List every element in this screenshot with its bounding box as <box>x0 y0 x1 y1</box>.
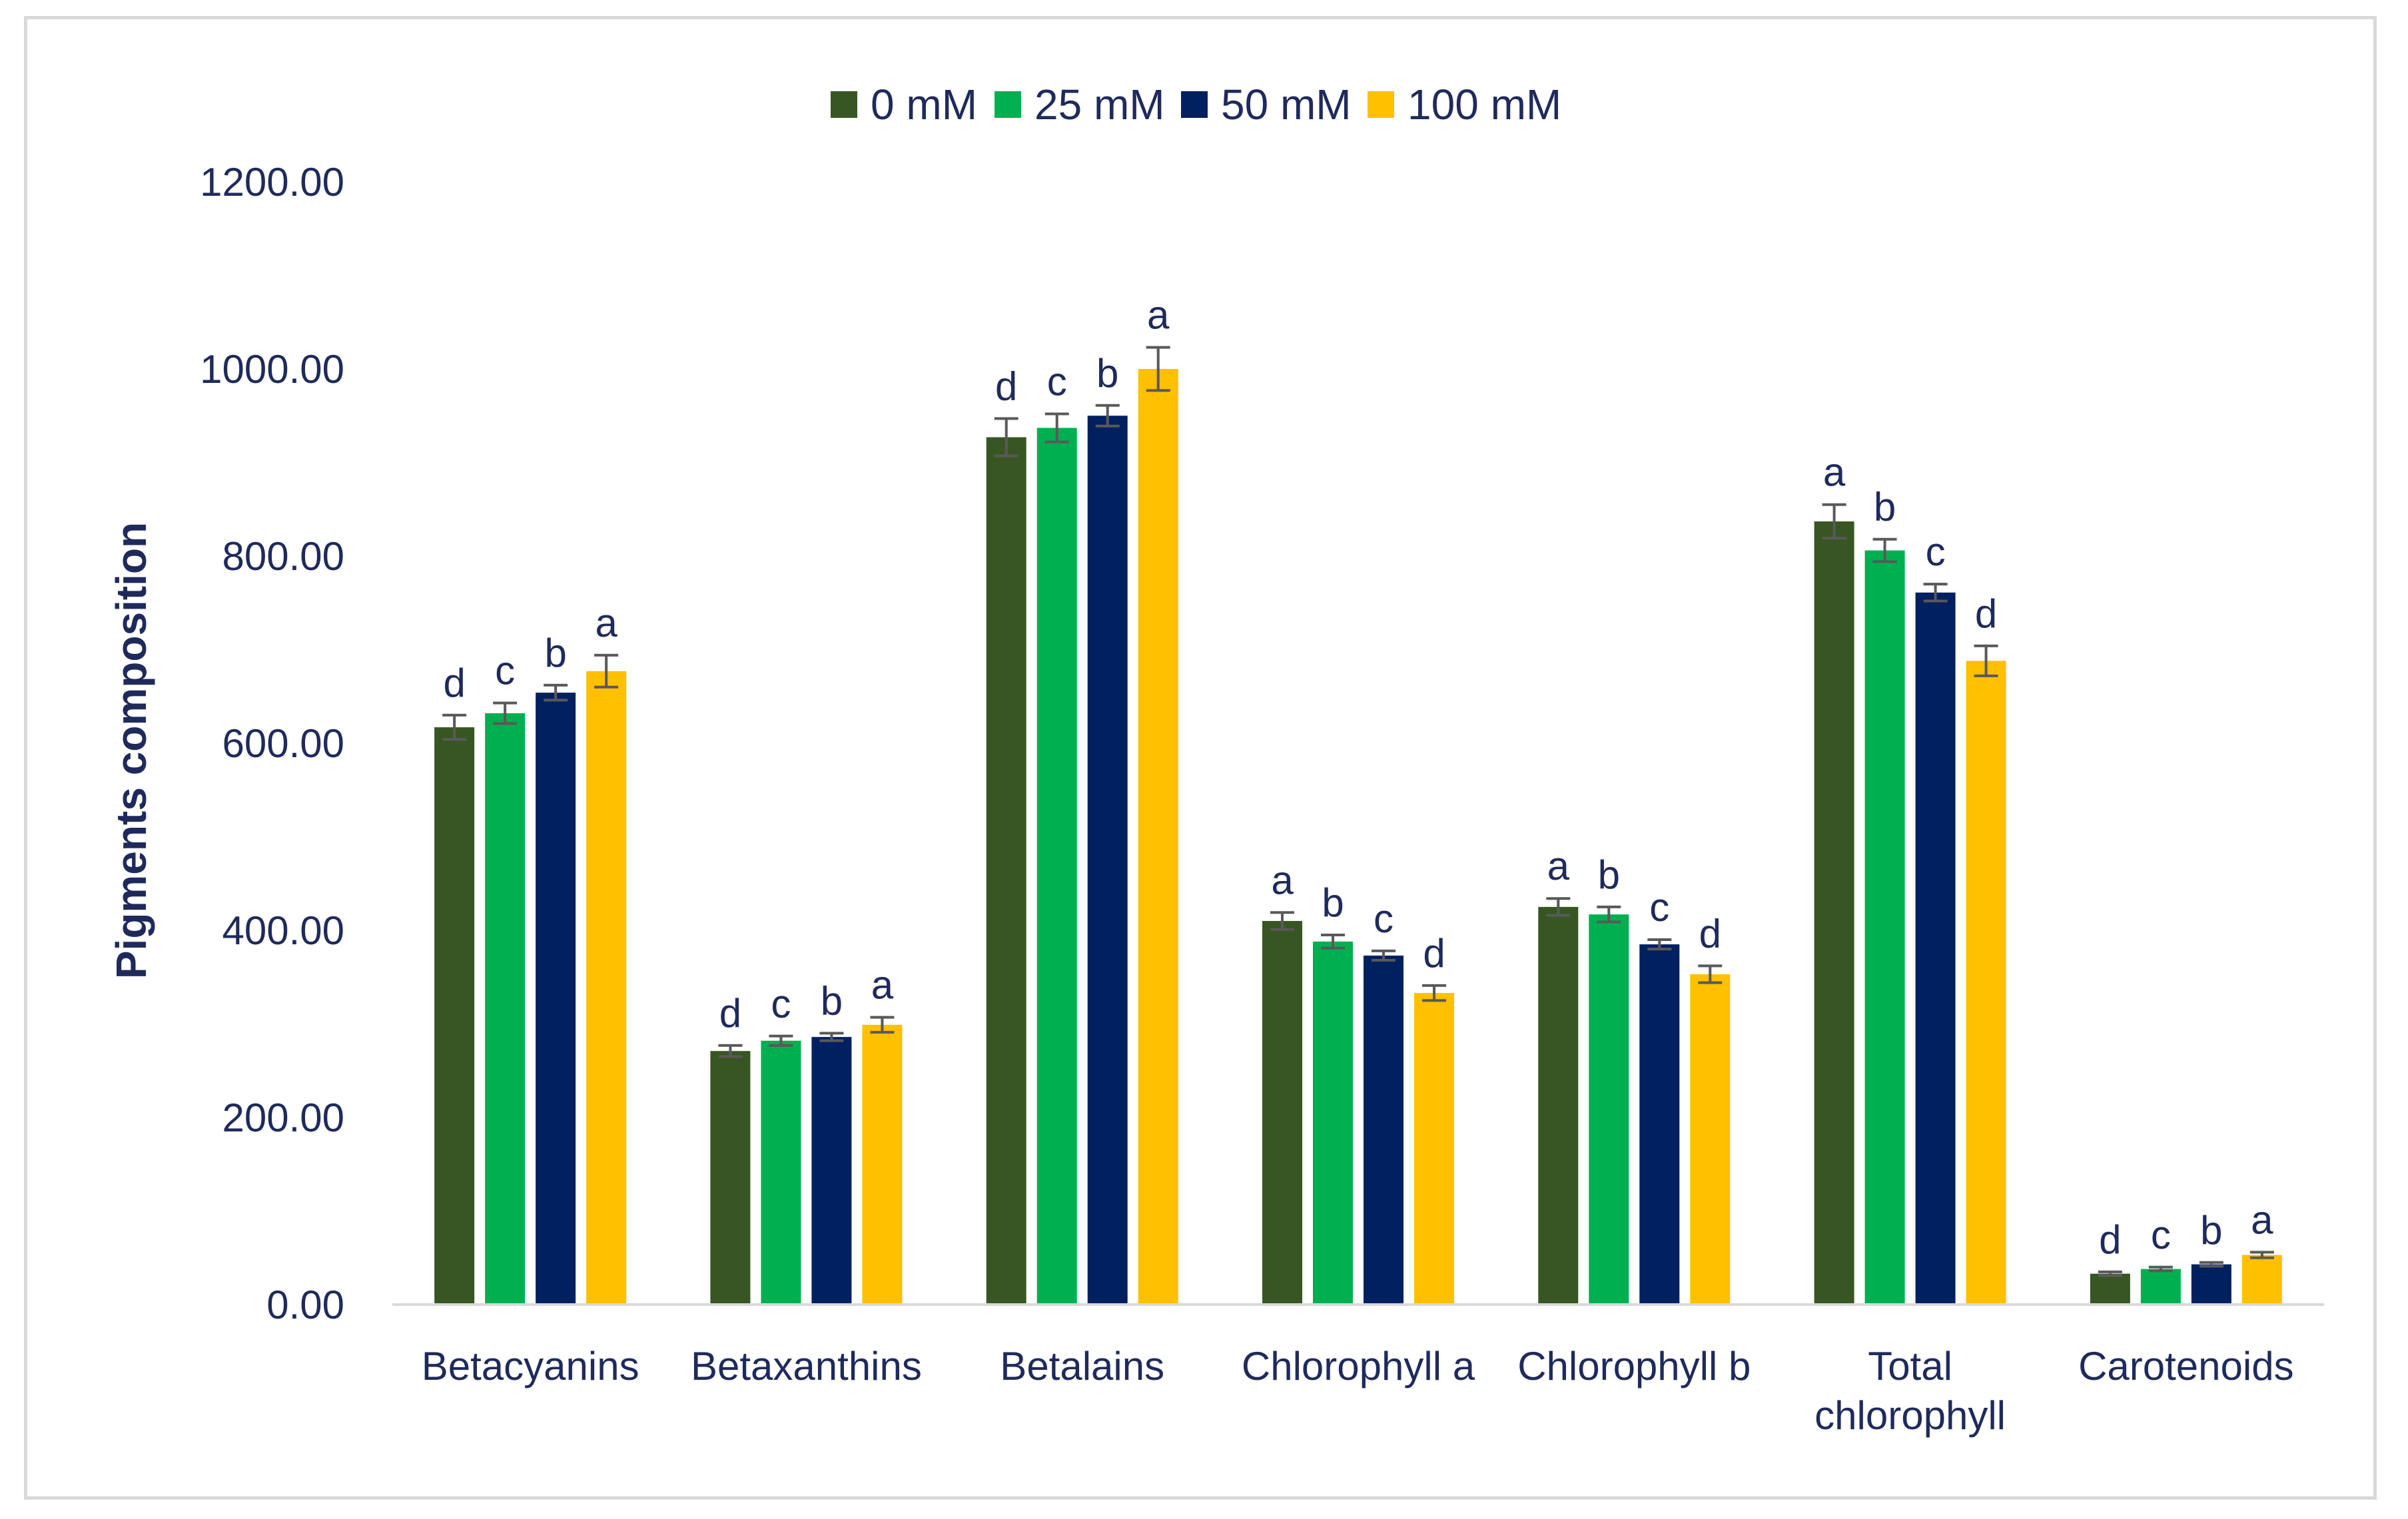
bar-25-mm <box>2140 1269 2181 1305</box>
legend-swatch-100-mm <box>1368 91 1394 118</box>
bars <box>434 369 2282 1305</box>
significance-letter: b <box>821 979 843 1024</box>
bar-100-mm <box>1414 993 1454 1305</box>
significance-letter: a <box>1823 450 1846 495</box>
significance-letter: a <box>1271 858 1294 902</box>
significance-letter: d <box>1975 591 1997 636</box>
significance-letter: b <box>1874 485 1896 529</box>
significance-letter: c <box>771 982 791 1026</box>
significance-letter: a <box>1147 293 1170 338</box>
bar-50-mm <box>536 693 576 1305</box>
legend-label: 100 mM <box>1407 81 1561 129</box>
significance-letter: c <box>1374 896 1394 941</box>
significance-letter: c <box>495 649 515 693</box>
bar-25-mm <box>1313 941 1353 1305</box>
y-tick-label: 800.00 <box>222 534 344 579</box>
bar-100-mm <box>586 671 627 1305</box>
x-tick-label: Betalains <box>1000 1344 1164 1388</box>
y-axis-label: Pigments composition <box>107 522 155 979</box>
significance-letter: c <box>2151 1213 2171 1257</box>
bar-25-mm <box>761 1040 801 1305</box>
significance-letter: c <box>1649 885 1669 930</box>
bar-50-mm <box>2191 1264 2231 1305</box>
bar-50-mm <box>1364 955 1404 1305</box>
significance-letter: d <box>1699 911 1721 956</box>
bar-50-mm <box>1639 944 1680 1305</box>
chart-frame: 0 mM 25 mM 50 mM 100 mM 0.00 200.00 400.00 600… <box>24 16 2377 1500</box>
significance-letter: a <box>871 963 894 1008</box>
y-axis: 0.00 200.00 400.00 600.00 800.00 1000.00 1200.… <box>200 160 344 1327</box>
significance-letter: d <box>719 991 741 1036</box>
significance-letter: a <box>595 601 617 645</box>
bar-100-mm <box>862 1024 903 1305</box>
y-tick-label: 0.00 <box>266 1283 344 1327</box>
x-tick-label: Carotenoids <box>2078 1344 2294 1388</box>
bar-50-mm <box>1087 416 1128 1305</box>
legend-swatch-50-mm <box>1181 91 1208 118</box>
bar-25-mm <box>1864 550 1905 1305</box>
error-bars <box>442 346 2274 1277</box>
bar-100-mm <box>2241 1255 2282 1305</box>
bar-0-mm <box>434 727 475 1305</box>
legend-swatch-25-mm <box>995 91 1021 118</box>
y-tick-label: 400.00 <box>222 908 344 953</box>
significance-letter: b <box>1322 880 1344 925</box>
x-tick-label: Betaxanthins <box>691 1344 922 1388</box>
significance-letter: d <box>1423 931 1445 976</box>
bar-100-mm <box>1138 369 1178 1305</box>
significance-letter: c <box>1047 359 1067 404</box>
significance-letter: d <box>443 661 465 705</box>
bar-50-mm <box>811 1037 852 1305</box>
x-tick-label: Chlorophyll a <box>1242 1344 1475 1388</box>
significance-letter: b <box>1096 351 1118 396</box>
significance-letter: c <box>1926 529 1946 574</box>
bar-100-mm <box>1690 974 1731 1305</box>
y-tick-label: 1000.00 <box>200 347 344 392</box>
significance-letter: a <box>1547 844 1570 888</box>
legend-label: 25 mM <box>1034 81 1165 129</box>
bar-50-mm <box>1915 592 1956 1305</box>
bar-25-mm <box>1036 428 1077 1305</box>
bar-0-mm <box>1814 521 1854 1305</box>
x-tick-label: Total chlorophyll <box>1814 1344 2006 1438</box>
bar-chart: 0 mM 25 mM 50 mM 100 mM 0.00 200.00 400.00 600… <box>107 81 2324 1438</box>
significance-letter: d <box>2099 1217 2121 1262</box>
y-tick-label: 600.00 <box>222 721 344 766</box>
significance-letter: a <box>2251 1197 2273 1242</box>
significance-letter: d <box>995 364 1017 408</box>
bar-0-mm <box>986 437 1026 1305</box>
bar-25-mm <box>1589 914 1629 1305</box>
legend: 0 mM 25 mM 50 mM 100 mM <box>831 81 1561 129</box>
significance-letter: b <box>1598 852 1620 897</box>
significance-letter: b <box>2200 1208 2222 1253</box>
significance-letter: b <box>544 631 566 675</box>
legend-label: 0 mM <box>871 81 977 129</box>
legend-label: 50 mM <box>1221 81 1352 129</box>
bar-0-mm <box>1262 920 1302 1305</box>
x-tick-label: Chlorophyll b <box>1517 1344 1751 1388</box>
y-tick-label: 200.00 <box>222 1095 344 1140</box>
bar-0-mm <box>2090 1273 2130 1305</box>
x-axis: Betacyanins Betaxanthins Betalains Chloroph… <box>392 1303 2324 1438</box>
bar-100-mm <box>1966 661 2006 1305</box>
x-tick-label: Betacyanins <box>422 1344 639 1388</box>
bar-25-mm <box>485 713 526 1305</box>
bar-0-mm <box>1538 906 1579 1305</box>
bar-0-mm <box>710 1051 751 1305</box>
legend-swatch-0-mm <box>831 91 857 118</box>
y-tick-label: 1200.00 <box>200 160 344 204</box>
